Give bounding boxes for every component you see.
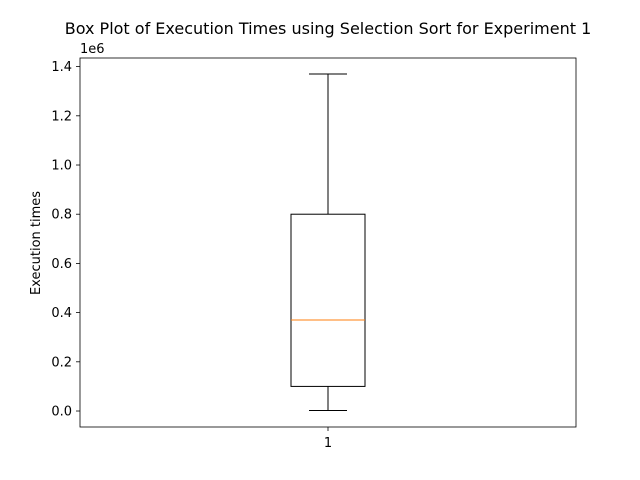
y-tick-label: 0.4	[51, 306, 72, 321]
y-tick-label: 0.8	[51, 208, 72, 223]
y-tick-label: 1.4	[51, 60, 72, 75]
chart-title: Box Plot of Execution Times using Select…	[65, 19, 592, 38]
y-tick-label: 0.6	[51, 257, 72, 272]
y-tick-label: 1.0	[51, 159, 72, 174]
y-tick-label: 0.2	[51, 355, 72, 370]
box-iqr	[290, 213, 366, 387]
y-offset-label: 1e6	[80, 42, 105, 57]
y-tick-label: 1.2	[51, 109, 72, 124]
plot-area: 0.0 0.2 0.4 0.6 0.8 1.0 1.2 1.4 1	[51, 57, 577, 451]
x-tick-label: 1	[324, 436, 332, 451]
y-tick-label: 0.0	[51, 405, 72, 420]
y-axis-label: Execution times	[29, 191, 44, 295]
